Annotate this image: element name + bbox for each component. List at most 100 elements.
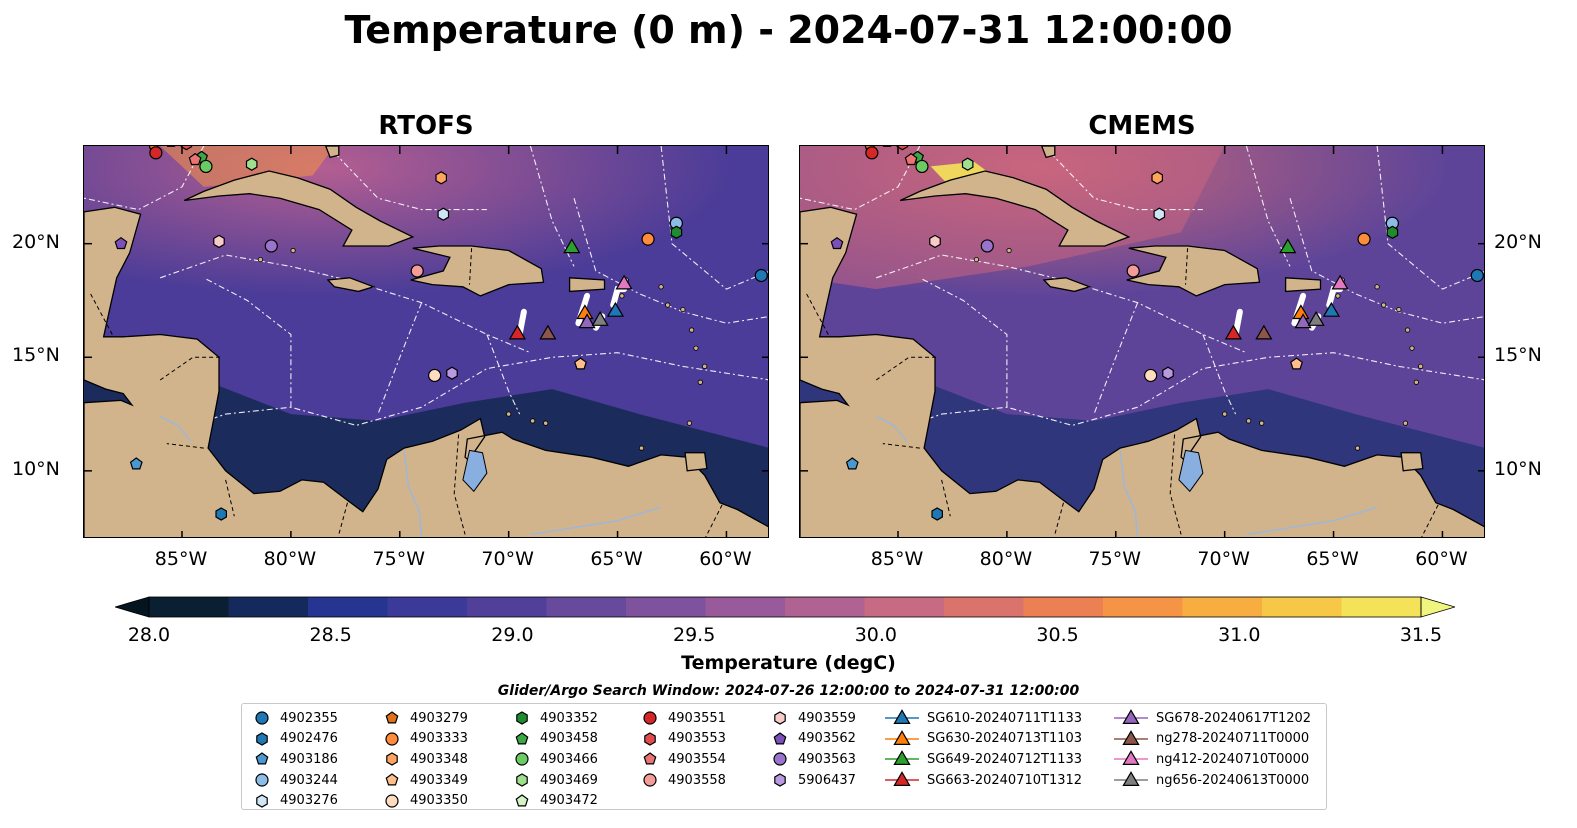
obs-marker-SG678-20240617T1202[interactable]: [578, 313, 596, 329]
obs-marker-4903551[interactable]: [865, 146, 879, 160]
legend-item[interactable]: 4903558: [640, 770, 726, 791]
legend-item[interactable]: 4903276: [252, 790, 338, 811]
obs-marker-4903563[interactable]: [264, 239, 278, 253]
legend-triangle[interactable]: [1122, 729, 1140, 745]
legend-item[interactable]: SG678-20240617T1202: [1114, 708, 1311, 729]
legend-item[interactable]: 4903349: [382, 770, 468, 791]
legend-item[interactable]: 4903551: [640, 708, 726, 729]
legend-item[interactable]: 4903244: [252, 770, 338, 791]
legend-triangle[interactable]: [1122, 750, 1140, 766]
map-panel-cmems[interactable]: [799, 145, 1485, 538]
obs-marker-ng278-20240711T0000[interactable]: [539, 324, 557, 340]
obs-marker-4903562[interactable]: [114, 236, 128, 250]
obs-marker-4903554[interactable]: [188, 152, 202, 166]
legend-item[interactable]: 4902476: [252, 729, 338, 750]
obs-marker-4903558[interactable]: [410, 264, 424, 278]
obs-marker-4903466[interactable]: [915, 159, 929, 174]
legend-item[interactable]: 4903279: [382, 708, 468, 729]
legend-marker[interactable]: [516, 773, 528, 787]
legend-triangle[interactable]: [893, 729, 911, 745]
legend-item[interactable]: 4903563: [770, 749, 856, 770]
obs-marker-4902476[interactable]: [931, 507, 943, 521]
legend-triangle[interactable]: [1122, 709, 1140, 725]
legend-marker[interactable]: [386, 752, 398, 767]
legend-item[interactable]: 4903472: [512, 790, 598, 811]
obs-marker-SG678-20240617T1202[interactable]: [1294, 313, 1312, 329]
legend-marker[interactable]: [256, 732, 268, 746]
obs-marker-SG649-20240712T1133[interactable]: [563, 238, 581, 254]
legend-item[interactable]: SG630-20240713T1103: [885, 729, 1082, 750]
legend-item[interactable]: ng412-20240710T0000: [1114, 749, 1311, 770]
legend-marker[interactable]: [385, 773, 399, 786]
legend-item[interactable]: 4903348: [382, 749, 468, 770]
legend-marker[interactable]: [515, 752, 529, 767]
obs-marker-4903553[interactable]: [896, 146, 909, 151]
obs-marker-4903558[interactable]: [1126, 264, 1140, 278]
legend-marker[interactable]: [516, 711, 528, 725]
obs-marker-4903348[interactable]: [435, 171, 447, 185]
legend-item[interactable]: 4903186: [252, 749, 338, 770]
obs-marker-SG663-20240710T1312[interactable]: [508, 324, 527, 340]
legend-marker[interactable]: [255, 711, 269, 725]
obs-marker-4903559[interactable]: [929, 234, 941, 249]
legend-item[interactable]: 4903554: [640, 749, 726, 770]
map-panel-rtofs[interactable]: [83, 145, 769, 538]
legend-triangle[interactable]: [893, 750, 911, 766]
legend-marker[interactable]: [643, 752, 657, 765]
obs-marker-4903276[interactable]: [1153, 207, 1166, 221]
legend-item[interactable]: 5906437: [770, 770, 856, 791]
legend-marker[interactable]: [643, 773, 657, 787]
obs-marker-4903333[interactable]: [1357, 232, 1371, 246]
obs-marker-4903349[interactable]: [1290, 357, 1303, 370]
legend-marker[interactable]: [515, 793, 529, 807]
obs-marker-4903352[interactable]: [1386, 225, 1399, 239]
obs-marker-4903554[interactable]: [904, 152, 918, 166]
legend-marker[interactable]: [255, 752, 269, 765]
obs-marker-4903186[interactable]: [845, 457, 859, 470]
legend-item[interactable]: 4903559: [770, 708, 856, 729]
obs-marker-4903349[interactable]: [574, 357, 587, 370]
obs-marker-SG610-20240711T1133[interactable]: [1322, 301, 1341, 317]
legend-item[interactable]: 4903469: [512, 770, 598, 791]
obs-marker-SG610-20240711T1133[interactable]: [606, 301, 625, 317]
legend-item[interactable]: 4902355: [252, 708, 338, 729]
legend-marker[interactable]: [773, 732, 787, 745]
legend-triangle[interactable]: [893, 709, 911, 725]
legend-marker[interactable]: [256, 793, 268, 808]
obs-marker-4903350[interactable]: [1144, 368, 1158, 383]
obs-marker-4903186[interactable]: [129, 457, 143, 470]
obs-marker-4903466[interactable]: [199, 159, 213, 174]
obs-marker-ng412-20240710T0000[interactable]: [1331, 274, 1349, 290]
legend-item[interactable]: SG610-20240711T1133: [885, 708, 1082, 729]
legend-item[interactable]: 4903458: [512, 729, 598, 750]
legend-triangle[interactable]: [1122, 771, 1140, 787]
obs-marker-ng656-20240613T0000[interactable]: [1307, 310, 1325, 326]
obs-marker-4902355[interactable]: [754, 268, 768, 283]
legend-marker[interactable]: [255, 773, 269, 787]
legend-item[interactable]: 4903553: [640, 729, 726, 750]
obs-marker-ng656-20240613T0000[interactable]: [591, 310, 609, 326]
legend-marker[interactable]: [385, 711, 399, 724]
legend-marker[interactable]: [385, 732, 399, 746]
legend-marker[interactable]: [515, 732, 529, 745]
legend-marker[interactable]: [385, 794, 399, 808]
obs-marker-4903333[interactable]: [641, 232, 655, 246]
obs-marker-SG649-20240712T1133[interactable]: [1279, 238, 1297, 254]
legend-marker[interactable]: [773, 752, 787, 767]
obs-marker-4903469[interactable]: [245, 157, 258, 171]
legend-item[interactable]: 4903352: [512, 708, 598, 729]
legend-item[interactable]: SG649-20240712T1133: [885, 749, 1082, 770]
legend-marker[interactable]: [643, 711, 657, 725]
obs-marker-4903276[interactable]: [437, 207, 450, 221]
legend-item[interactable]: 4903466: [512, 749, 598, 770]
obs-marker-4902355[interactable]: [1470, 268, 1484, 283]
legend-marker[interactable]: [774, 711, 786, 725]
obs-marker-4903563[interactable]: [980, 239, 994, 253]
obs-marker-5906437[interactable]: [446, 366, 458, 380]
legend-item[interactable]: ng278-20240711T0000: [1114, 729, 1311, 750]
obs-marker-4903350[interactable]: [428, 368, 442, 383]
obs-marker-ng412-20240710T0000[interactable]: [615, 274, 633, 290]
legend-marker[interactable]: [774, 773, 786, 787]
legend-item[interactable]: 4903350: [382, 790, 468, 811]
obs-marker-4903553[interactable]: [180, 146, 193, 151]
